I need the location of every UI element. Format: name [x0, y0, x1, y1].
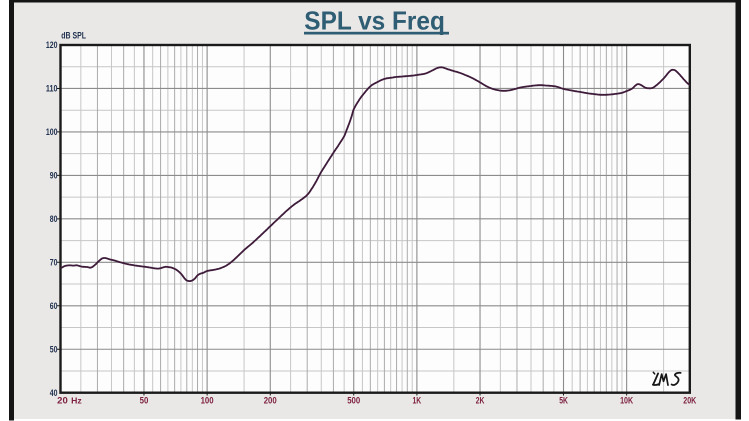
svg-text:1K: 1K	[413, 395, 422, 405]
svg-text:10K: 10K	[620, 395, 633, 405]
svg-text:50: 50	[140, 395, 149, 405]
svg-text:200: 200	[264, 395, 277, 405]
svg-text:2K: 2K	[476, 395, 485, 405]
svg-text:Hz: Hz	[71, 395, 82, 405]
svg-text:60: 60	[50, 301, 58, 311]
svg-text:20K: 20K	[683, 395, 696, 405]
svg-text:SPL vs Freq: SPL vs Freq	[304, 5, 445, 35]
svg-text:5K: 5K	[559, 395, 568, 405]
svg-text:110: 110	[46, 84, 58, 94]
svg-text:20: 20	[57, 395, 68, 405]
svg-text:90: 90	[50, 171, 58, 181]
svg-text:100: 100	[46, 127, 58, 137]
svg-text:100: 100	[201, 395, 214, 405]
svg-text:40: 40	[50, 388, 58, 398]
svg-text:70: 70	[50, 258, 58, 268]
svg-text:120: 120	[46, 40, 58, 50]
svg-text:500: 500	[347, 395, 360, 405]
svg-text:80: 80	[50, 214, 58, 224]
svg-text:50: 50	[50, 344, 58, 354]
svg-text:dB SPL: dB SPL	[61, 31, 86, 41]
